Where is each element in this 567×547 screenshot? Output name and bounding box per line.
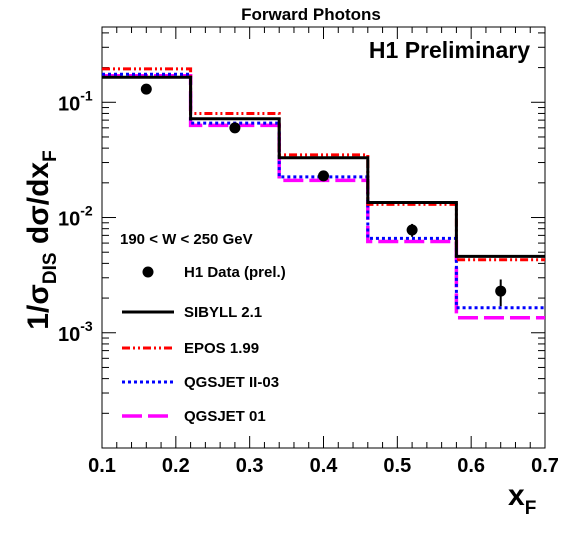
legend-label-sibyll-2-1: SIBYLL 2.1: [184, 304, 262, 321]
data-point: [406, 224, 418, 236]
y-tick-label: 10-2: [58, 203, 93, 231]
h1-preliminary-label: H1 Preliminary: [369, 37, 530, 63]
x-tick-label: 0.1: [88, 455, 116, 477]
data-points: [140, 83, 507, 307]
data-point: [318, 170, 329, 182]
model-series: [102, 67, 545, 320]
series-line-sibyll-2-1: [102, 75, 545, 258]
legend-marker-data: [142, 266, 154, 278]
legend: 190 < W < 250 GeV H1 Data (prel.) SIBYLL …: [120, 231, 286, 425]
x-tick-label: 0.6: [457, 455, 485, 477]
legend-label-epos-1-99: EPOS 1.99: [184, 340, 259, 357]
legend-label-data: H1 Data (prel.): [184, 264, 286, 281]
x-tick-label: 0.5: [383, 455, 411, 477]
series-line-qgsjet-ii-03: [102, 72, 545, 310]
axis-ticks: 0.1 0.2 0.3 0.4 0.5 0.6 0.7 10-1 10-2 10-3: [58, 27, 559, 477]
kinematic-range-label: 190 < W < 250 GeV: [120, 231, 253, 248]
data-point: [495, 285, 507, 297]
chart-title: Forward Photons: [241, 5, 381, 24]
x-tick-label: 0.7: [531, 455, 559, 477]
data-point: [229, 122, 241, 134]
x-axis-label: xF: [508, 479, 536, 519]
legend-label-qgsjet-01: QGSJET 01: [184, 408, 266, 425]
x-tick-label: 0.4: [310, 455, 339, 477]
x-tick-label: 0.3: [236, 455, 264, 477]
series-line-qgsjet-01: [102, 73, 545, 320]
y-tick-label: 10-3: [58, 318, 93, 346]
legend-label-qgsjet-ii-03: QGSJET II-03: [184, 374, 279, 391]
y-axis-label: 1/σDIS dσ/dxF: [22, 150, 61, 329]
x-tick-label: 0.2: [162, 455, 190, 477]
data-point: [140, 83, 152, 95]
y-tick-label: 10-1: [58, 87, 93, 115]
